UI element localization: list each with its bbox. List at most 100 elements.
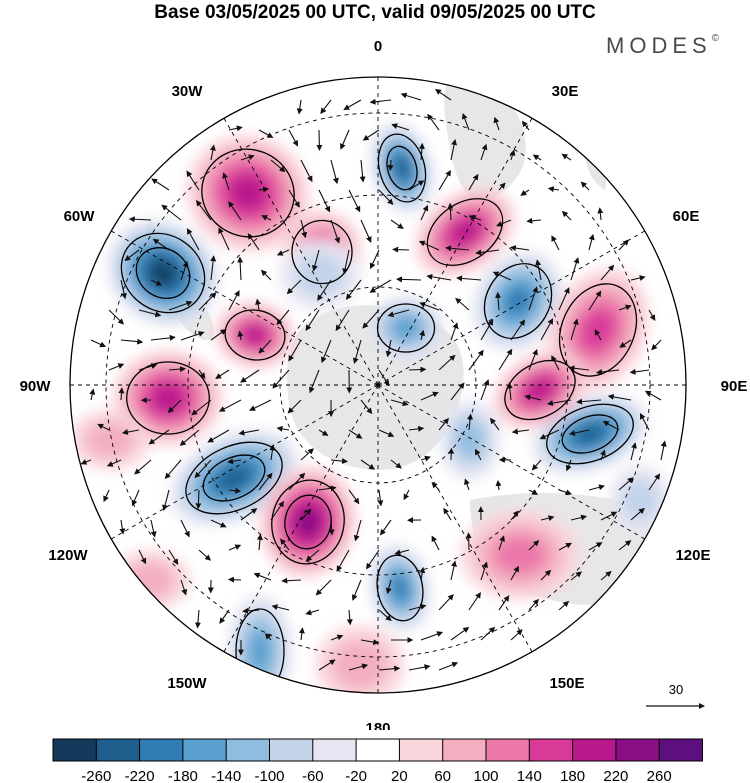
colorbar-box	[486, 739, 530, 761]
wind-arrow	[168, 366, 186, 373]
colorbar-box	[269, 739, 314, 761]
wind-arrow	[418, 142, 425, 161]
wind-arrow	[228, 576, 242, 583]
wind-arrow	[468, 214, 482, 221]
streamlines	[80, 89, 667, 672]
wind-arrow	[150, 334, 176, 341]
wind-arrow	[390, 399, 409, 407]
wind-arrow	[510, 629, 523, 641]
wind-arrow	[535, 259, 542, 281]
anomaly-level	[218, 466, 250, 490]
modes-logo: MODES©	[606, 33, 719, 59]
wind-arrow	[345, 279, 362, 300]
wind-arrow	[618, 304, 632, 311]
wind-arrow	[600, 570, 612, 581]
lon-label-30w: 30W	[172, 83, 204, 100]
contour-line	[291, 219, 353, 285]
contour-line	[558, 283, 638, 377]
wind-arrow	[526, 217, 542, 224]
wind-arrow	[134, 459, 152, 475]
wind-arrow	[264, 633, 272, 641]
wind-arrow	[103, 489, 110, 503]
wind-arrow	[118, 387, 125, 401]
wind-arrow	[311, 249, 320, 272]
copyright-mark: ©	[711, 32, 720, 44]
wind-arrow	[360, 219, 372, 243]
wind-arrow	[196, 200, 212, 221]
wind-arrow	[387, 309, 410, 318]
wind-arrow	[369, 98, 392, 105]
wind-arrow	[305, 549, 320, 562]
colorbar: -260 -220 -180 -140 -100 -60 -20 20 60 100 140 180 2…	[52, 738, 703, 783]
anomaly-level	[526, 378, 554, 402]
brand-text: MODES	[606, 33, 712, 58]
wind-arrow	[408, 180, 425, 191]
wind-arrow	[576, 398, 602, 405]
wind-arrow	[186, 228, 200, 251]
wind-arrow	[561, 153, 572, 161]
wind-arrow	[348, 429, 363, 439]
wind-arrow	[648, 309, 656, 321]
colorbar-label: -220	[125, 768, 155, 783]
anomaly-level	[152, 384, 184, 412]
wind-arrow	[320, 99, 332, 114]
colorbar-label: 220	[603, 768, 628, 783]
wind-arrow	[228, 487, 242, 494]
wind-arrow	[121, 429, 140, 435]
wind-arrow	[348, 189, 361, 213]
map-title: Base 03/05/2025 00 UTC, valid 09/05/2025…	[154, 2, 596, 23]
wind-arrow	[445, 245, 470, 252]
wind-arrow	[392, 246, 410, 253]
wind-arrow	[276, 425, 290, 432]
meridian-line	[223, 118, 379, 386]
wind-arrow	[419, 301, 440, 311]
contour-line	[504, 359, 576, 421]
wind-arrow	[540, 569, 552, 581]
wind-arrow	[569, 429, 590, 436]
contour-line	[284, 494, 332, 550]
wind-arrow	[408, 366, 427, 373]
wind-arrow	[280, 538, 290, 551]
wind-arrow	[255, 298, 262, 311]
wind-arrow	[237, 256, 244, 281]
wind-arrow	[580, 181, 590, 191]
wind-arrow	[256, 533, 263, 551]
wind-arrow	[528, 286, 538, 311]
wind-arrow	[120, 338, 144, 345]
wind-arrow	[618, 239, 629, 251]
wind-arrow	[300, 508, 312, 521]
colorbar-label: 140	[517, 768, 542, 783]
wind-arrow	[272, 369, 290, 389]
wind-arrow	[468, 592, 481, 611]
wind-arrow	[510, 510, 519, 521]
wind-arrow	[360, 399, 373, 415]
wind-arrow	[249, 399, 272, 411]
lon-label-120e: 120E	[675, 547, 710, 564]
wind-arrow	[318, 189, 331, 213]
wind-arrow	[258, 339, 272, 354]
latitude-circle	[187, 194, 569, 576]
wind-arrow	[138, 549, 147, 565]
wind-arrow	[565, 459, 572, 472]
wind-arrow	[431, 481, 440, 491]
wind-arrow	[150, 519, 157, 538]
meridian-line	[377, 118, 533, 386]
colorbar-boxes	[52, 738, 703, 762]
wind-arrow	[148, 429, 170, 445]
colorbar-label: 100	[473, 768, 498, 783]
wind-arrow	[408, 425, 425, 432]
wind-arrow	[528, 540, 540, 551]
contour-line	[202, 454, 266, 502]
wind-arrow	[218, 227, 230, 251]
graticule	[70, 77, 686, 693]
wind-arrow	[450, 627, 470, 641]
wind-arrow	[227, 458, 242, 465]
wind-arrow	[524, 394, 542, 401]
wind-arrow	[318, 659, 336, 671]
wind-arrow	[509, 149, 516, 161]
anomaly-level	[456, 422, 484, 458]
wind-arrow	[253, 572, 272, 581]
wind-arrow	[520, 189, 530, 196]
colorbar-label: -20	[345, 768, 367, 783]
wind-arrow	[336, 549, 350, 572]
